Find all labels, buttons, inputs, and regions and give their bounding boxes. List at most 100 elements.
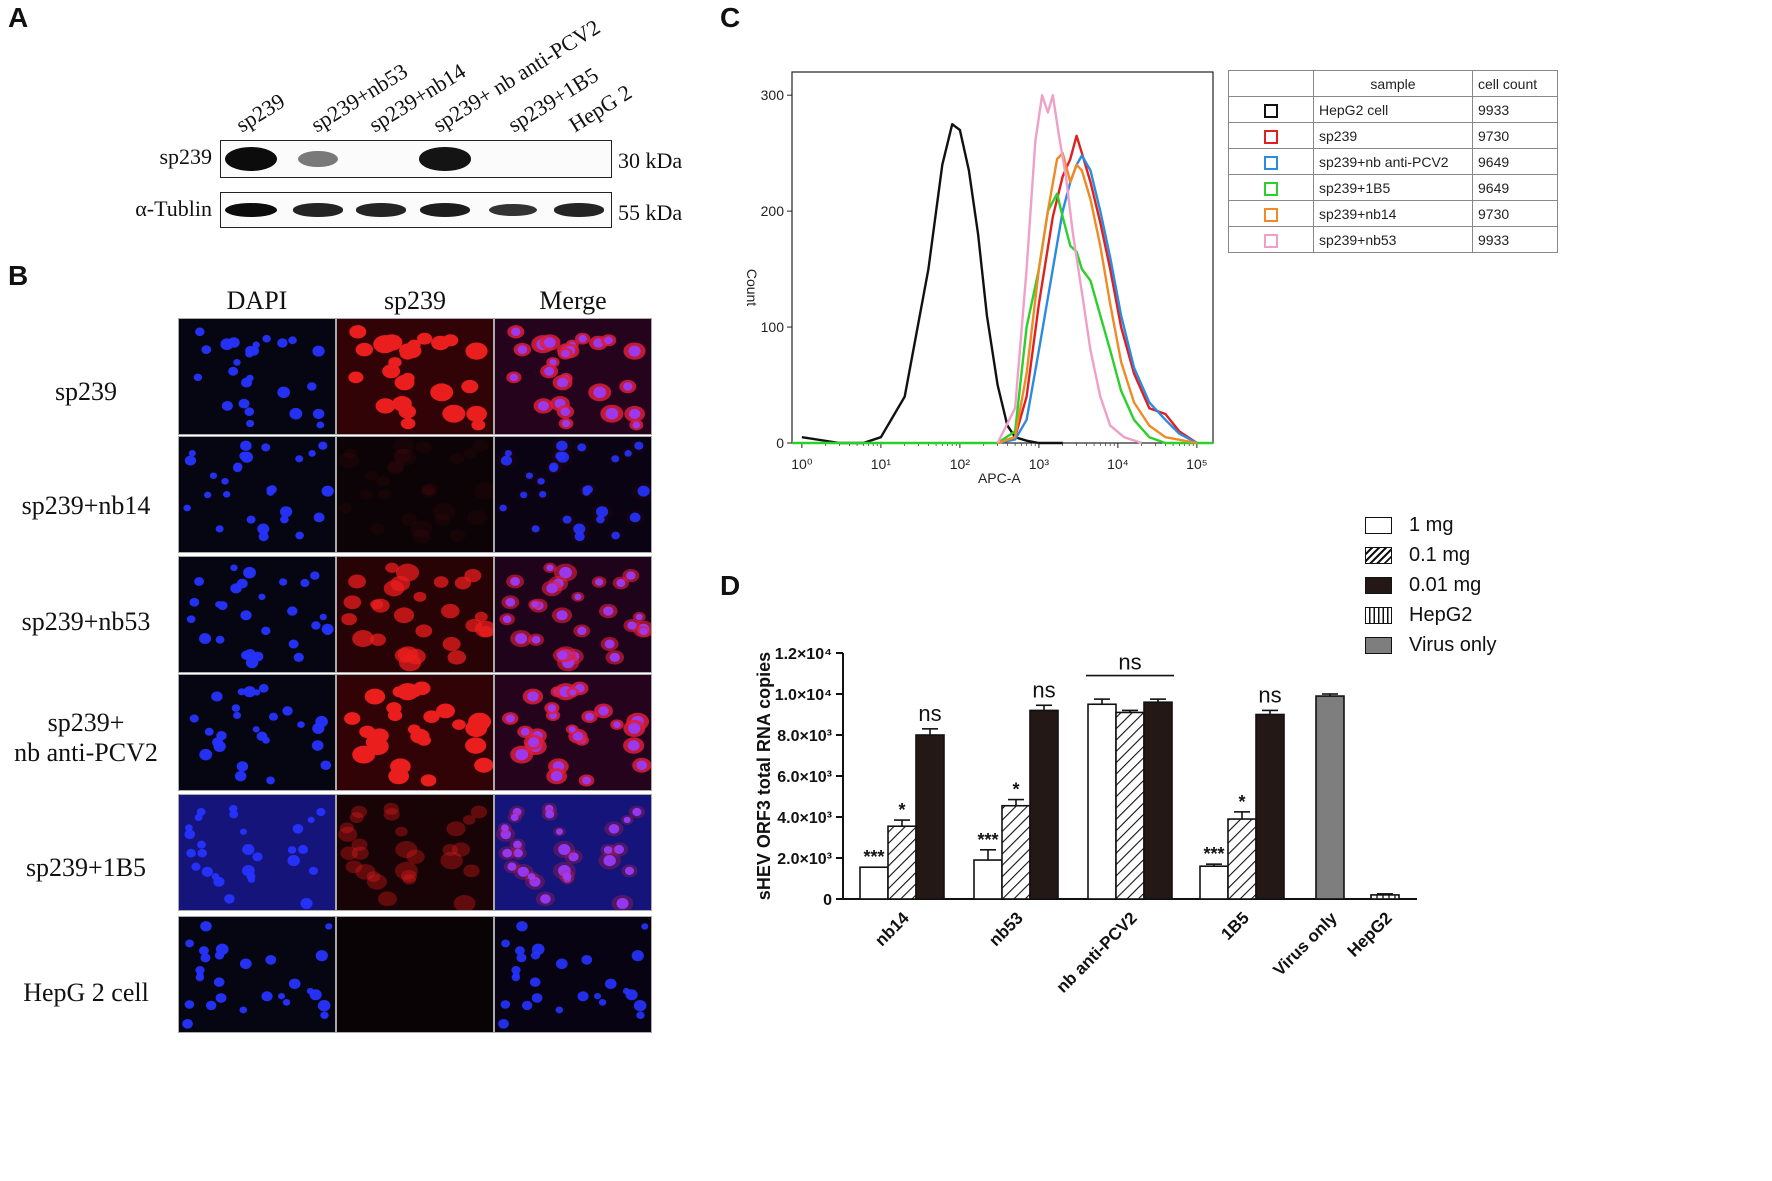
nucleus bbox=[569, 689, 577, 696]
bar bbox=[1143, 701, 1173, 900]
nucleus bbox=[316, 421, 325, 429]
histogram-series-line bbox=[792, 192, 1213, 445]
nucleus bbox=[513, 848, 523, 858]
bar bbox=[887, 825, 917, 900]
nucleus bbox=[194, 813, 203, 822]
cell-body bbox=[447, 650, 467, 665]
bar bbox=[1315, 695, 1345, 900]
nucleus bbox=[624, 866, 635, 875]
nucleus bbox=[312, 408, 325, 420]
nucleus bbox=[577, 626, 587, 636]
cell-body bbox=[452, 719, 466, 730]
y-tick-label: 0 bbox=[823, 892, 832, 909]
nucleus bbox=[593, 992, 602, 1000]
nucleus bbox=[562, 872, 572, 881]
flow-legend-row: sp239+nb53 9933 bbox=[1228, 226, 1558, 253]
legend-item: Virus only bbox=[1365, 630, 1496, 660]
cell-body bbox=[355, 342, 374, 357]
cell-body bbox=[388, 768, 410, 785]
nucleus bbox=[261, 443, 271, 452]
nucleus bbox=[574, 593, 582, 601]
nucleus bbox=[577, 443, 587, 452]
cell-body bbox=[394, 374, 415, 391]
y-tick-label: 4.0×10³ bbox=[777, 810, 832, 827]
fluorescence-image bbox=[336, 916, 494, 1033]
cell-body bbox=[408, 687, 422, 698]
legend-label: HepG2 bbox=[1409, 603, 1473, 626]
nucleus bbox=[211, 873, 220, 880]
nucleus bbox=[258, 683, 269, 693]
y-tick-label: 200 bbox=[761, 203, 785, 219]
legend-label: 0.01 mg bbox=[1409, 573, 1482, 596]
cell-body bbox=[410, 520, 433, 538]
flow-legend-count: 9649 bbox=[1472, 174, 1558, 201]
nucleus bbox=[557, 377, 569, 388]
nucleus bbox=[598, 998, 607, 1006]
cell-body bbox=[451, 842, 471, 857]
cell-body bbox=[387, 460, 405, 474]
nucleus bbox=[313, 512, 325, 523]
nucleus bbox=[546, 583, 558, 594]
cell-body bbox=[470, 805, 488, 819]
cell-body bbox=[343, 595, 362, 610]
cell-body bbox=[381, 334, 403, 351]
wb-band bbox=[293, 203, 343, 217]
nucleus bbox=[512, 807, 522, 816]
legend-label: 0.1 mg bbox=[1409, 543, 1471, 566]
nucleus bbox=[246, 515, 256, 524]
nucleus bbox=[323, 627, 332, 636]
bar bbox=[1199, 865, 1229, 900]
wb-band bbox=[489, 203, 537, 217]
nucleus bbox=[185, 824, 193, 832]
nucleus bbox=[641, 923, 649, 930]
fluorescence-image bbox=[336, 436, 494, 553]
nucleus bbox=[584, 712, 595, 721]
cell-body bbox=[341, 613, 357, 626]
cell-body bbox=[442, 843, 458, 856]
nucleus bbox=[240, 610, 252, 621]
fluorescence-image bbox=[336, 674, 494, 791]
nucleus bbox=[517, 866, 529, 877]
nucleus bbox=[500, 455, 513, 466]
fluorescence-image bbox=[178, 556, 336, 673]
flow-legend-sample: sp239+nb53 bbox=[1313, 226, 1473, 253]
cell-body bbox=[442, 404, 466, 423]
nucleus bbox=[212, 737, 224, 748]
nucleus bbox=[258, 593, 266, 601]
fluorescence-image bbox=[494, 556, 652, 673]
nucleus bbox=[627, 621, 637, 630]
fluorescence-image bbox=[336, 318, 494, 435]
category-label: 1B5 bbox=[1217, 908, 1252, 943]
cell-body bbox=[351, 846, 369, 860]
wb-row-label: α-Tublin bbox=[135, 196, 212, 221]
nucleus bbox=[238, 398, 250, 409]
nucleus bbox=[242, 844, 255, 855]
nucleus bbox=[282, 998, 291, 1006]
cell-body bbox=[385, 562, 399, 573]
panel-label-a: A bbox=[8, 2, 29, 33]
nucleus bbox=[559, 566, 572, 579]
fluorescence-row-label-line: sp239+nb53 bbox=[21, 607, 151, 636]
fluorescence-row-label-line: sp239+1B5 bbox=[25, 853, 147, 882]
cell-body bbox=[434, 513, 451, 526]
nucleus bbox=[603, 606, 614, 616]
cell-body bbox=[400, 513, 418, 526]
nucleus bbox=[598, 706, 609, 716]
nucleus bbox=[501, 939, 510, 948]
nucleus bbox=[233, 358, 241, 366]
fluorescence-image bbox=[178, 674, 336, 791]
significance-label: ns bbox=[1032, 677, 1055, 702]
nucleus bbox=[631, 950, 644, 962]
nucleus bbox=[603, 846, 613, 854]
nucleus bbox=[289, 407, 303, 420]
nucleus bbox=[319, 613, 327, 621]
nucleus bbox=[279, 578, 288, 586]
cell-body bbox=[465, 719, 488, 737]
nucleus bbox=[262, 334, 271, 343]
fluorescence-row-label-line: nb anti-PCV2 bbox=[14, 738, 158, 767]
nucleus bbox=[295, 455, 304, 463]
nucleus bbox=[215, 635, 225, 644]
nucleus bbox=[593, 386, 607, 399]
histogram-series-line bbox=[997, 151, 1198, 445]
nucleus bbox=[197, 848, 207, 858]
